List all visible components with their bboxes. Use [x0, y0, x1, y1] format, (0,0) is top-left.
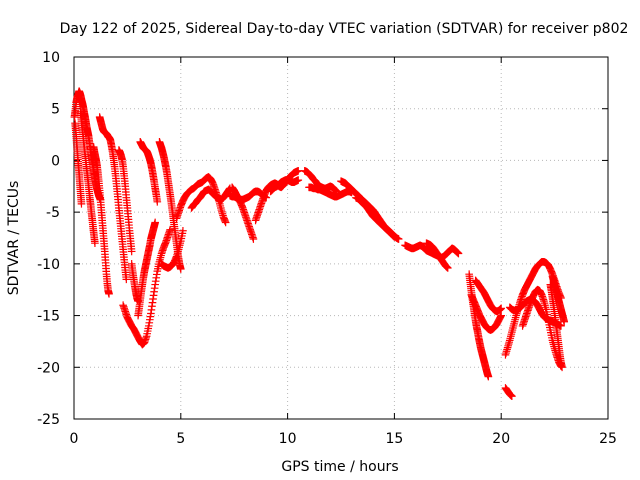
- track-early-12: [157, 226, 187, 272]
- data-point: [166, 225, 174, 234]
- track-mid-12: [422, 239, 452, 272]
- track-early-6: [115, 146, 136, 256]
- data-point: [153, 198, 162, 206]
- data-point: [390, 233, 399, 241]
- track-mid-10: [352, 193, 399, 241]
- track-early-2: [76, 108, 99, 247]
- data-point: [105, 290, 113, 298]
- data-point: [394, 235, 403, 243]
- y-tick-label: 10: [42, 50, 60, 66]
- chart-title: Day 122 of 2025, Sidereal Day-to-day VTE…: [60, 21, 629, 37]
- data-point: [127, 247, 136, 256]
- track-mid-2: [187, 184, 234, 212]
- track-mid-6: [266, 176, 303, 196]
- data-point: [77, 200, 86, 208]
- track-late-2: [467, 291, 505, 334]
- x-axis-label: GPS time / hours: [281, 459, 398, 475]
- data-marks: [70, 87, 569, 401]
- data-point: [249, 235, 258, 243]
- track-early-9: [119, 225, 174, 349]
- y-tick-label: -20: [37, 360, 60, 376]
- track-late-7: [518, 285, 565, 371]
- track-early-8: [136, 138, 162, 206]
- track-late-4: [501, 384, 516, 401]
- data-point: [151, 218, 159, 227]
- x-tick-label: 10: [279, 431, 297, 447]
- data-point: [294, 166, 303, 175]
- track-early-5: [95, 113, 131, 284]
- x-tick-label: 25: [599, 431, 617, 447]
- data-point: [560, 317, 569, 326]
- y-tick-label: 5: [51, 102, 60, 118]
- x-tick-label: 0: [70, 431, 79, 447]
- y-axis-label: SDTVAR / TECUs: [6, 181, 22, 296]
- plot-area-frame: [73, 56, 609, 420]
- x-tick-label: 5: [176, 431, 185, 447]
- data-point: [508, 392, 516, 401]
- data-point: [294, 176, 303, 184]
- track-early-10: [134, 218, 159, 320]
- y-axis-tick-labels: 10 5 0 -5 -10 -15 -20 -25: [37, 50, 60, 428]
- track-late-8: [546, 280, 566, 372]
- data-point: [91, 239, 99, 247]
- track-late-9: [548, 272, 569, 326]
- data-point: [497, 311, 505, 320]
- x-axis-tick-labels: 0 5 10 15 20 25: [70, 431, 617, 447]
- vertical-grid-lines: [180, 57, 502, 419]
- track-mid-8: [305, 183, 356, 201]
- y-tick-label: -10: [37, 257, 60, 273]
- track-early-4: [89, 143, 113, 298]
- x-tick-label: 15: [385, 431, 403, 447]
- data-point: [221, 218, 230, 227]
- data-point: [177, 265, 185, 273]
- data-point: [444, 264, 452, 272]
- data-point: [179, 226, 187, 235]
- track-early-3: [71, 119, 86, 208]
- x-tick-label: 20: [492, 431, 510, 447]
- y-tick-label: -15: [37, 309, 60, 325]
- grid-lines: [74, 57, 608, 419]
- track-late-3: [471, 276, 505, 316]
- y-tick-label: -5: [46, 205, 60, 221]
- y-tick-label: -25: [37, 412, 60, 428]
- data-point: [558, 363, 566, 372]
- y-tick-label: 0: [51, 153, 60, 169]
- data-point: [454, 249, 463, 258]
- data-point: [122, 275, 131, 284]
- data-point: [497, 304, 505, 313]
- data-point: [484, 372, 493, 381]
